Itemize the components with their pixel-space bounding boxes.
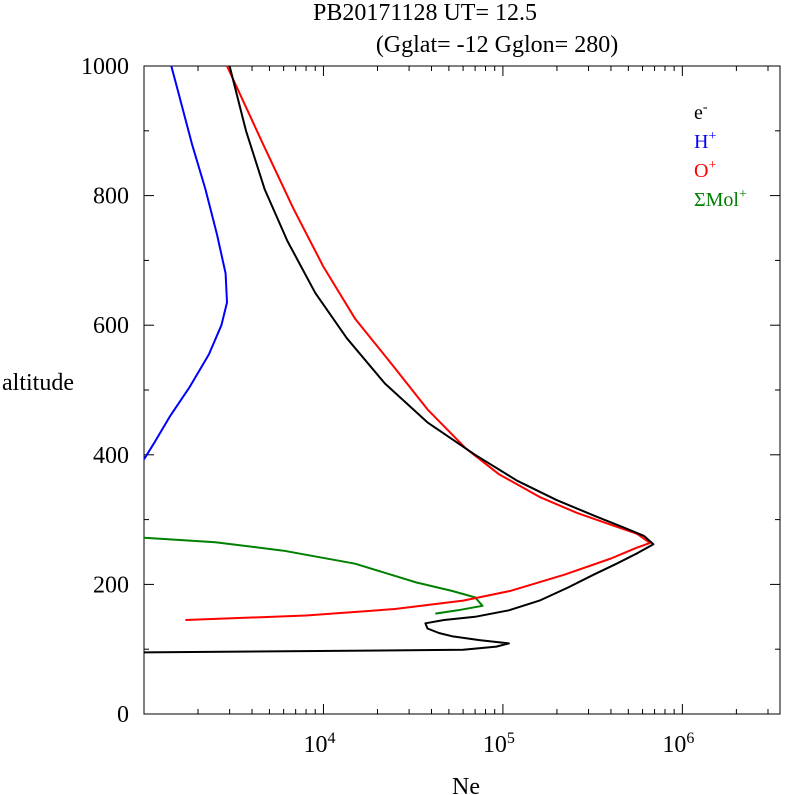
- series-line-hydrogen-ion: [143, 65, 228, 460]
- axis-ticks: [143, 65, 780, 715]
- series-line-electron: [143, 65, 655, 654]
- series-line-molecular-ion: [143, 536, 484, 615]
- y-axis-tick-labels: 0 200 400 600 800 1000: [81, 54, 129, 728]
- y-tick-label: 400: [93, 443, 129, 469]
- plot-frame: [143, 65, 781, 715]
- chart-title: PB20171128 UT= 12.5: [313, 0, 537, 26]
- x-axis-label: Ne: [452, 774, 480, 795]
- legend-entry: e-: [694, 100, 708, 124]
- y-tick-label: 200: [93, 572, 129, 598]
- legend-entry: O+: [694, 158, 716, 182]
- y-tick-label: 0: [117, 702, 129, 728]
- x-axis-tick-labels: 104 105 106: [303, 730, 694, 758]
- y-tick-label: 600: [93, 313, 129, 339]
- series-line-oxygen-ion: [185, 65, 651, 621]
- chart-subtitle: (Gglat= -12 Gglon= 280): [376, 32, 618, 58]
- x-tick-label: 104: [303, 730, 335, 758]
- legend-entry: H+: [694, 129, 716, 153]
- y-axis-label: altitude: [2, 370, 74, 396]
- y-tick-label: 800: [93, 184, 129, 210]
- series-lines: [143, 65, 655, 654]
- x-tick-label: 106: [662, 730, 694, 758]
- legend-entry: ΣMol+: [694, 187, 747, 211]
- x-tick-label: 105: [483, 730, 515, 758]
- legend: e- H+ O+ ΣMol+: [694, 100, 747, 211]
- y-tick-label: 1000: [81, 54, 129, 80]
